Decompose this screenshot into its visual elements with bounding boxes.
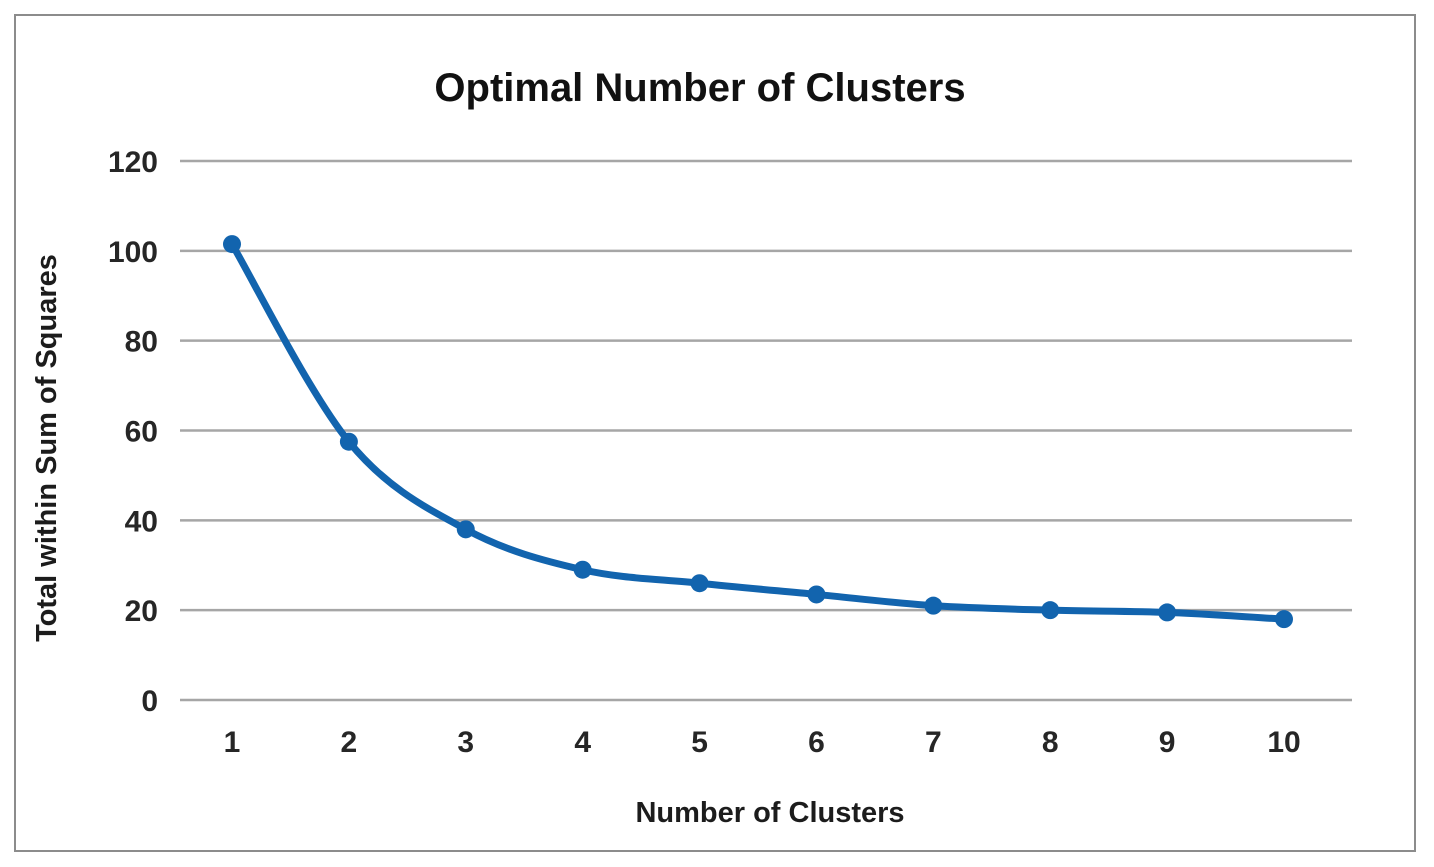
- series-layer: [223, 235, 1293, 629]
- y-axis-label: Total within Sum of Squares: [31, 254, 63, 642]
- series-line: [228, 240, 1288, 623]
- x-tick-label: 2: [341, 726, 358, 759]
- y-tick-labels: 0 20 40 60 80 100 120: [108, 146, 158, 718]
- y-tick-label: 80: [125, 326, 158, 359]
- chart-title: Optimal Number of Clusters: [434, 66, 965, 110]
- x-tick-label: 1: [224, 726, 241, 759]
- y-tick-label: 60: [125, 416, 158, 449]
- y-tick-label: 0: [141, 685, 158, 718]
- y-tick-label: 100: [108, 236, 158, 269]
- data-point-9: [1158, 603, 1177, 622]
- x-tick-label: 8: [1042, 726, 1059, 759]
- data-point-10: [1275, 610, 1293, 629]
- y-tick-label: 120: [108, 146, 158, 179]
- chart-frame: [14, 14, 1416, 852]
- data-point-6: [807, 585, 826, 604]
- data-point-3: [456, 520, 475, 539]
- data-point-8: [1041, 601, 1060, 620]
- x-tick-label: 3: [457, 726, 474, 759]
- y-tick-label: 20: [125, 595, 158, 628]
- x-tick-labels: 1 2 3 4 5 6 7 8 9 10: [224, 726, 1301, 759]
- gridlines: [180, 159, 1352, 702]
- x-tick-label: 9: [1159, 726, 1176, 759]
- data-point-7: [924, 596, 943, 615]
- x-axis-label: Number of Clusters: [635, 797, 904, 829]
- x-tick-label: 10: [1267, 726, 1300, 759]
- data-point-2: [339, 432, 358, 451]
- x-tick-label: 7: [925, 726, 942, 759]
- x-tick-label: 4: [574, 726, 591, 759]
- x-tick-label: 6: [808, 726, 825, 759]
- data-point-1: [223, 235, 241, 254]
- x-tick-label: 5: [691, 726, 708, 759]
- y-tick-label: 40: [125, 505, 158, 538]
- data-point-4: [573, 560, 592, 579]
- data-point-5: [690, 574, 709, 593]
